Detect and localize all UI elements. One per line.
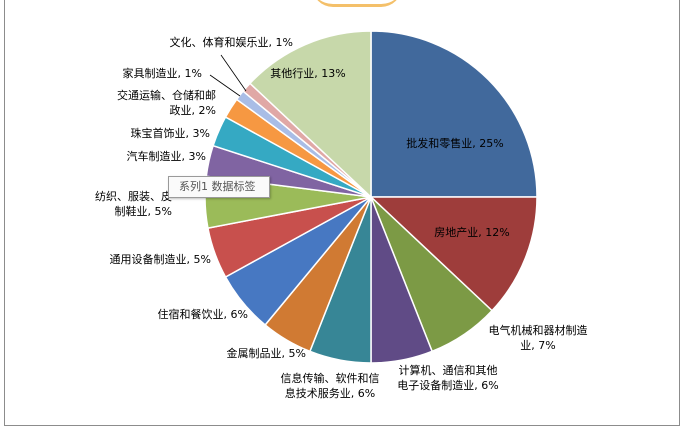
data-label: 纺织、服装、皮制鞋业, 5% [95, 189, 172, 218]
data-label: 交通运输、仓储和邮政业, 2% [117, 88, 216, 117]
pie-slice[interactable] [248, 30, 372, 199]
data-label-tooltip: 系列1 数据标签 [168, 176, 270, 198]
pie-slice[interactable] [369, 196, 538, 312]
data-label: 批发和零售业, 25% [406, 136, 503, 150]
data-label: 珠宝首饰业, 3% [131, 126, 210, 140]
leader-line [220, 54, 247, 92]
data-label: 其他行业, 13% [270, 67, 345, 80]
decorative-arc [312, 0, 402, 7]
data-label: 计算机、通信和其他电子设备制造业, 6% [397, 363, 498, 392]
data-label: 家具制造业, 1% [123, 66, 202, 80]
data-label: 文化、体育和娱乐业, 1% [170, 35, 293, 49]
data-label: 汽车制造业, 3% [127, 149, 206, 163]
pie-slice[interactable] [370, 30, 538, 198]
leader-line [209, 74, 241, 97]
data-label: 信息传输、软件和信息技术服务业, 6% [281, 371, 380, 400]
data-label: 通用设备制造业, 5% [110, 252, 211, 266]
data-label: 金属制品业, 5% [227, 346, 306, 360]
data-label: 房地产业, 12% [434, 225, 509, 239]
data-label: 住宿和餐饮业, 6% [158, 307, 248, 321]
data-label: 电气机械和器材制造业, 7% [489, 323, 588, 352]
